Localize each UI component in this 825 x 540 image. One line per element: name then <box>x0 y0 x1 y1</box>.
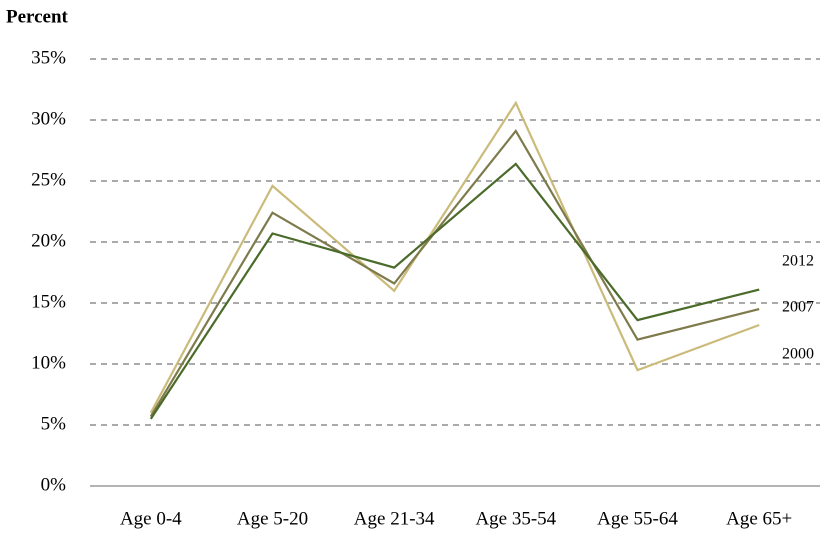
series-label: 2000 <box>782 346 814 363</box>
y-tick-label: 25% <box>31 169 66 190</box>
x-tick-label: Age 21-34 <box>354 508 435 529</box>
y-tick-label: 30% <box>31 108 66 129</box>
line-series <box>149 100 760 414</box>
line-series <box>149 162 760 420</box>
y-tick-label: 35% <box>31 47 66 68</box>
chart-title: Percent <box>6 6 69 27</box>
line-series <box>149 129 760 418</box>
series-label: 2007 <box>782 299 814 316</box>
y-tick-label: 0% <box>41 474 67 495</box>
y-tick-label: 20% <box>31 230 66 251</box>
x-tick-label: Age 65+ <box>726 508 792 529</box>
series-label: 2012 <box>782 253 814 270</box>
x-tick-label: Age 35-54 <box>475 508 556 529</box>
x-tick-label: Age 5-20 <box>237 508 308 529</box>
x-tick-label: Age 55-64 <box>597 508 678 529</box>
y-tick-label: 5% <box>41 413 67 434</box>
x-tick-label: Age 0-4 <box>120 508 182 529</box>
y-tick-label: 15% <box>31 291 66 312</box>
y-tick-label: 10% <box>31 352 66 373</box>
